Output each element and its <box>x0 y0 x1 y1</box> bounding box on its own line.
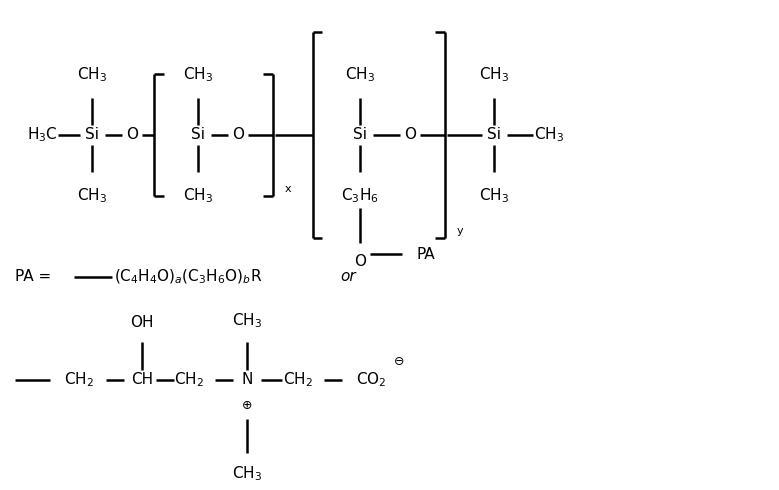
Text: CH$_3$: CH$_3$ <box>232 465 262 484</box>
Text: CH$_3$: CH$_3$ <box>479 65 509 84</box>
Text: CH: CH <box>131 372 153 387</box>
Text: CH$_2$: CH$_2$ <box>174 370 203 389</box>
Text: CH$_3$: CH$_3$ <box>345 65 375 84</box>
Text: CH$_3$: CH$_3$ <box>183 65 213 84</box>
Text: O: O <box>404 127 416 143</box>
Text: ⊕: ⊕ <box>241 398 252 412</box>
Text: CH$_3$: CH$_3$ <box>77 65 108 84</box>
Text: CH$_3$: CH$_3$ <box>534 125 564 144</box>
Text: CH$_3$: CH$_3$ <box>77 186 108 204</box>
Text: CH$_3$: CH$_3$ <box>183 186 213 204</box>
Text: x: x <box>285 184 291 194</box>
Text: CH$_3$: CH$_3$ <box>479 186 509 204</box>
Text: PA: PA <box>417 247 435 262</box>
Text: Si: Si <box>192 127 206 143</box>
Text: Si: Si <box>487 127 501 143</box>
Text: OH: OH <box>130 315 153 330</box>
Text: y: y <box>456 226 464 236</box>
Text: CH$_3$: CH$_3$ <box>232 311 262 330</box>
Text: ⊖: ⊖ <box>393 355 404 368</box>
Text: CH$_2$: CH$_2$ <box>65 370 94 389</box>
Text: O: O <box>126 127 138 143</box>
Text: C$_3$H$_6$: C$_3$H$_6$ <box>341 186 379 204</box>
Text: PA =: PA = <box>15 270 51 284</box>
Text: N: N <box>241 372 252 387</box>
Text: H$_3$C: H$_3$C <box>26 125 58 144</box>
Text: or: or <box>340 270 356 284</box>
Text: O: O <box>232 127 244 143</box>
Text: Si: Si <box>353 127 367 143</box>
Text: CH$_2$: CH$_2$ <box>283 370 312 389</box>
Text: (C$_4$H$_4$O)$_a$(C$_3$H$_6$O)$_b$R: (C$_4$H$_4$O)$_a$(C$_3$H$_6$O)$_b$R <box>114 268 263 286</box>
Text: CO$_2$: CO$_2$ <box>356 370 386 389</box>
Text: O: O <box>354 254 366 270</box>
Text: Si: Si <box>85 127 99 143</box>
